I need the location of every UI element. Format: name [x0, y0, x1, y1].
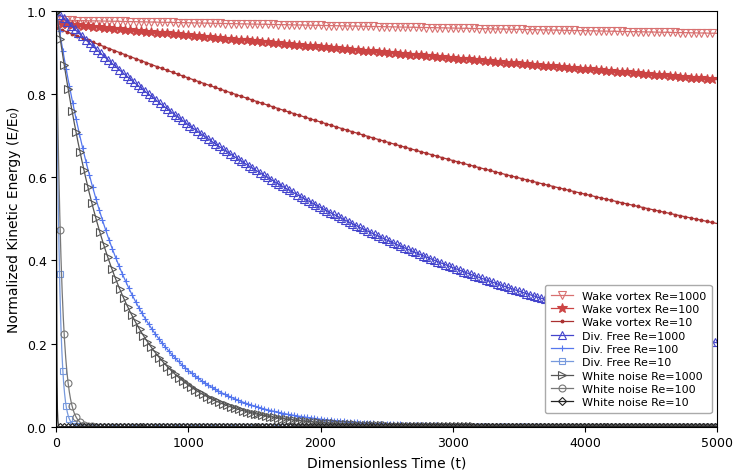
- White noise Re=100: [713, 424, 722, 430]
- Wake vortex Re=1000: [172, 20, 181, 26]
- Div. Free Re=100: [172, 357, 181, 362]
- White noise Re=1000: [52, 9, 61, 15]
- Wake vortex Re=100: [595, 68, 604, 74]
- Line: Div. Free Re=100: Div. Free Re=100: [53, 9, 721, 430]
- Line: White noise Re=10: White noise Re=10: [53, 9, 720, 430]
- Y-axis label: Normalized Kinetic Energy (E/E₀): Normalized Kinetic Energy (E/E₀): [7, 107, 21, 332]
- Line: Wake vortex Re=10: Wake vortex Re=10: [53, 26, 720, 227]
- White noise Re=100: [482, 424, 491, 430]
- Line: White noise Re=1000: White noise Re=1000: [52, 8, 722, 431]
- Wake vortex Re=100: [482, 59, 491, 65]
- White noise Re=10: [52, 9, 61, 15]
- Line: Wake vortex Re=1000: Wake vortex Re=1000: [52, 17, 722, 39]
- Line: White noise Re=100: White noise Re=100: [53, 9, 721, 430]
- Div. Free Re=100: [448, 423, 457, 429]
- White noise Re=100: [448, 424, 457, 430]
- Wake vortex Re=100: [545, 64, 554, 70]
- Wake vortex Re=10: [448, 159, 457, 164]
- Wake vortex Re=1000: [482, 27, 491, 32]
- Div. Free Re=1000: [482, 278, 491, 283]
- Wake vortex Re=100: [713, 78, 722, 83]
- Div. Free Re=1000: [304, 199, 313, 205]
- White noise Re=10: [304, 424, 313, 430]
- White noise Re=1000: [595, 424, 604, 430]
- Wake vortex Re=1000: [713, 31, 722, 37]
- Line: Div. Free Re=1000: Div. Free Re=1000: [52, 8, 722, 347]
- White noise Re=10: [482, 424, 491, 430]
- Wake vortex Re=100: [52, 21, 61, 27]
- Div. Free Re=100: [52, 9, 61, 15]
- White noise Re=100: [172, 424, 181, 430]
- Line: Div. Free Re=10: Div. Free Re=10: [53, 9, 721, 430]
- White noise Re=1000: [713, 424, 722, 430]
- Wake vortex Re=1000: [545, 28, 554, 34]
- Wake vortex Re=1000: [304, 23, 313, 29]
- Div. Free Re=1000: [713, 340, 722, 346]
- Div. Free Re=10: [713, 424, 722, 430]
- White noise Re=100: [304, 424, 313, 430]
- Div. Free Re=1000: [172, 114, 181, 119]
- Div. Free Re=100: [595, 424, 604, 430]
- White noise Re=10: [713, 424, 722, 430]
- Wake vortex Re=1000: [595, 29, 604, 35]
- Wake vortex Re=1000: [448, 26, 457, 32]
- Div. Free Re=100: [304, 415, 313, 421]
- Wake vortex Re=10: [545, 183, 554, 189]
- White noise Re=1000: [304, 419, 313, 425]
- Div. Free Re=1000: [448, 265, 457, 271]
- Wake vortex Re=10: [172, 71, 181, 77]
- White noise Re=1000: [448, 424, 457, 429]
- Div. Free Re=100: [713, 424, 722, 430]
- Wake vortex Re=100: [172, 32, 181, 38]
- White noise Re=1000: [172, 373, 181, 378]
- Wake vortex Re=100: [304, 44, 313, 50]
- Div. Free Re=100: [545, 424, 554, 429]
- Wake vortex Re=10: [595, 195, 604, 201]
- White noise Re=10: [545, 424, 554, 430]
- Wake vortex Re=1000: [52, 18, 61, 24]
- Wake vortex Re=10: [52, 26, 61, 31]
- Div. Free Re=10: [448, 424, 457, 430]
- Wake vortex Re=10: [713, 221, 722, 227]
- White noise Re=100: [52, 9, 61, 15]
- White noise Re=10: [172, 424, 181, 430]
- Div. Free Re=100: [482, 424, 491, 429]
- White noise Re=10: [448, 424, 457, 430]
- Div. Free Re=1000: [545, 298, 554, 304]
- Div. Free Re=10: [172, 424, 181, 430]
- Wake vortex Re=100: [448, 56, 457, 62]
- White noise Re=100: [595, 424, 604, 430]
- Wake vortex Re=10: [304, 116, 313, 122]
- Div. Free Re=1000: [595, 313, 604, 318]
- X-axis label: Dimensionless Time (t): Dimensionless Time (t): [307, 455, 466, 469]
- Div. Free Re=10: [545, 424, 554, 430]
- Line: Wake vortex Re=100: Wake vortex Re=100: [51, 20, 722, 85]
- Legend: Wake vortex Re=1000, Wake vortex Re=100, Wake vortex Re=10, Div. Free Re=1000, D: Wake vortex Re=1000, Wake vortex Re=100,…: [545, 286, 711, 413]
- White noise Re=10: [595, 424, 604, 430]
- White noise Re=1000: [545, 424, 554, 430]
- White noise Re=1000: [482, 424, 491, 429]
- Div. Free Re=10: [482, 424, 491, 430]
- White noise Re=10: [333, 424, 342, 430]
- Div. Free Re=1000: [52, 9, 61, 15]
- Div. Free Re=10: [304, 424, 313, 430]
- Div. Free Re=10: [595, 424, 604, 430]
- Wake vortex Re=10: [482, 167, 491, 173]
- Div. Free Re=10: [52, 9, 61, 15]
- White noise Re=100: [545, 424, 554, 430]
